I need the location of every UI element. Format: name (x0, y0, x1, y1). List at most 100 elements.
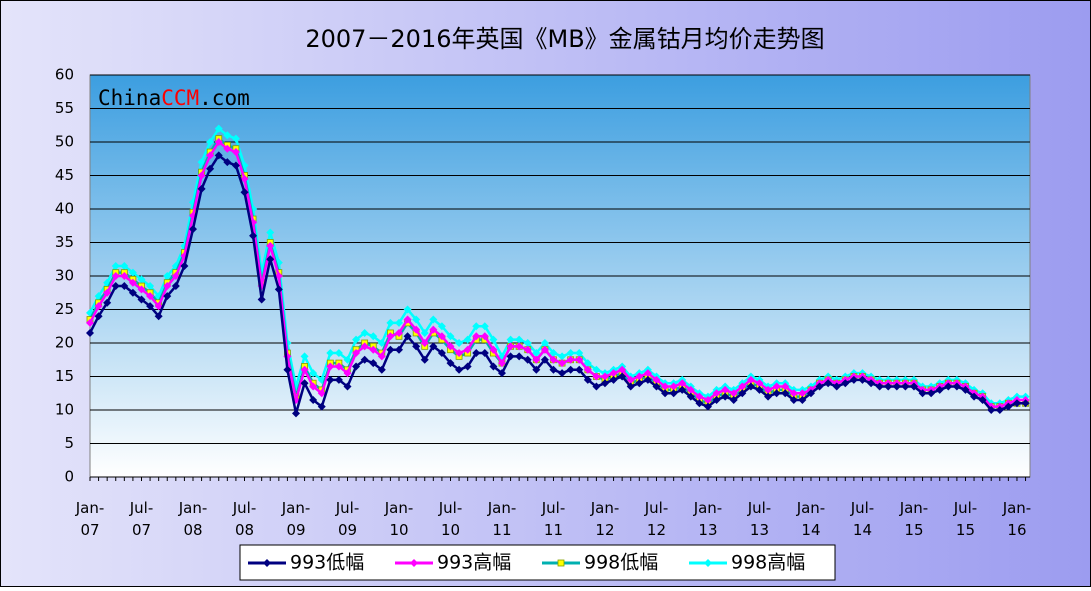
x-tick-label-part: 10 (441, 521, 460, 539)
marker (309, 369, 318, 378)
marker (497, 369, 506, 378)
marker (266, 228, 275, 237)
marker (377, 339, 386, 347)
x-tick-label-part: Jan- (899, 499, 929, 517)
x-tick-label-part: 08 (235, 521, 254, 539)
marker (386, 318, 395, 327)
marker (515, 335, 524, 344)
marker (609, 369, 618, 378)
marker (583, 375, 592, 384)
marker (746, 382, 755, 391)
marker (111, 272, 120, 280)
marker (206, 138, 215, 146)
marker (463, 335, 472, 344)
marker (798, 389, 807, 398)
marker (163, 292, 172, 301)
x-tick-label-part: Jul- (747, 499, 772, 517)
marker (678, 379, 687, 388)
x-tick-label: Jan- 10 (384, 499, 414, 539)
marker (214, 124, 223, 133)
marker (214, 151, 223, 160)
x-tick-label-part: 11 (492, 521, 511, 539)
marker (806, 389, 815, 398)
x-tick-label: Jul- 14 (850, 499, 875, 539)
x-tick-label: Jan- 11 (487, 499, 517, 539)
x-tick-label-part: Jan- (75, 499, 105, 517)
marker (987, 406, 996, 414)
marker (128, 268, 137, 277)
marker (540, 339, 549, 347)
legend-label: 993低幅 (290, 552, 364, 574)
marker (360, 328, 369, 337)
marker (635, 379, 644, 388)
marker (352, 349, 361, 358)
marker (437, 322, 446, 331)
marker (935, 385, 944, 394)
x-tick-label-part: 16 (1007, 521, 1026, 539)
marker (291, 409, 300, 418)
y-tick-label: 20 (55, 334, 74, 352)
marker (429, 325, 438, 334)
marker (163, 282, 172, 291)
marker (472, 349, 481, 358)
marker (738, 382, 747, 391)
marker (111, 282, 120, 291)
marker (515, 342, 524, 351)
x-tick-label-part: 10 (389, 521, 408, 539)
marker (369, 345, 378, 354)
x-tick-label-part: 13 (750, 521, 769, 539)
marker (343, 382, 352, 391)
marker (532, 355, 541, 364)
x-tick-label: Jul- 08 (232, 499, 257, 539)
marker (635, 372, 644, 381)
marker (892, 382, 901, 391)
x-tick-label-part: 12 (595, 521, 614, 539)
marker (197, 184, 206, 193)
legend (239, 544, 836, 581)
marker (558, 352, 567, 361)
marker (420, 328, 429, 337)
watermark-part: China (98, 86, 161, 110)
marker (506, 335, 515, 344)
marker (223, 131, 232, 140)
watermark-part: CCM (161, 86, 199, 110)
marker (206, 151, 215, 160)
marker (686, 385, 695, 394)
x-tick-label-part: Jan- (178, 499, 208, 517)
x-tick-label-part: Jul- (644, 499, 669, 517)
marker (600, 372, 609, 381)
marker (146, 282, 155, 291)
x-tick-label-part: 14 (853, 521, 872, 539)
marker (575, 365, 584, 374)
marker (120, 282, 129, 291)
marker (489, 335, 498, 344)
marker (575, 355, 584, 364)
marker (755, 385, 764, 394)
x-tick-label: Jul- 15 (953, 499, 978, 539)
marker (154, 312, 163, 321)
marker (266, 255, 275, 264)
x-tick-label-part: Jan- (693, 499, 723, 517)
marker (1012, 399, 1021, 408)
marker (704, 559, 712, 567)
watermark-part: .com (199, 86, 250, 110)
marker (128, 288, 137, 297)
legend-label: 998低幅 (584, 552, 658, 574)
marker (592, 365, 601, 374)
marker (197, 171, 206, 180)
marker (394, 345, 403, 354)
marker (669, 389, 678, 398)
marker (721, 385, 730, 394)
marker (120, 261, 129, 270)
marker (214, 138, 223, 146)
marker (455, 349, 464, 358)
marker (249, 231, 258, 240)
legend-label: 993高幅 (437, 552, 511, 574)
marker (686, 392, 695, 401)
x-tick-label-part: Jan- (1002, 499, 1032, 517)
x-tick-label-part: Jul- (953, 499, 978, 517)
marker (472, 322, 481, 331)
marker (609, 375, 618, 384)
marker (369, 332, 378, 341)
marker (849, 375, 858, 384)
